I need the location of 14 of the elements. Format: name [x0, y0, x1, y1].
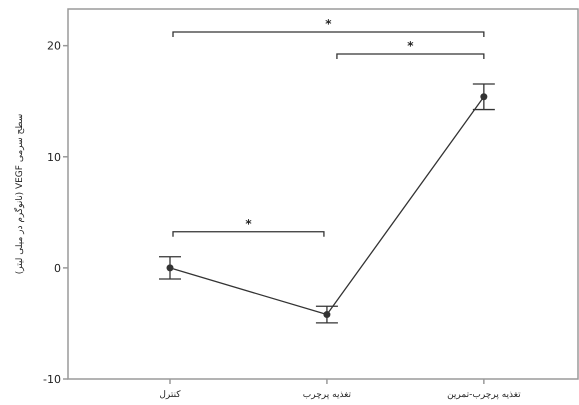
y-tick-label: 10 [47, 150, 61, 164]
point [323, 311, 330, 318]
point [166, 264, 174, 272]
y-tick-label: 20 [47, 40, 61, 53]
y-axis-title: سطح سرمی VEGF (نانوگرم در میلی لیتر) [13, 114, 25, 274]
y-tick-label: -10 [43, 373, 61, 386]
x-tick-label: تغذیه پرچرب [302, 390, 352, 400]
point [480, 93, 488, 100]
x-tick-label: کنترل [159, 390, 182, 400]
annotation: * [407, 39, 414, 53]
x-tick-label: تغذیه پرچرب-تمرین [447, 390, 522, 400]
y-tick-label: 0 [54, 262, 61, 275]
annotation: * [325, 17, 332, 31]
annotation: * [245, 216, 252, 231]
